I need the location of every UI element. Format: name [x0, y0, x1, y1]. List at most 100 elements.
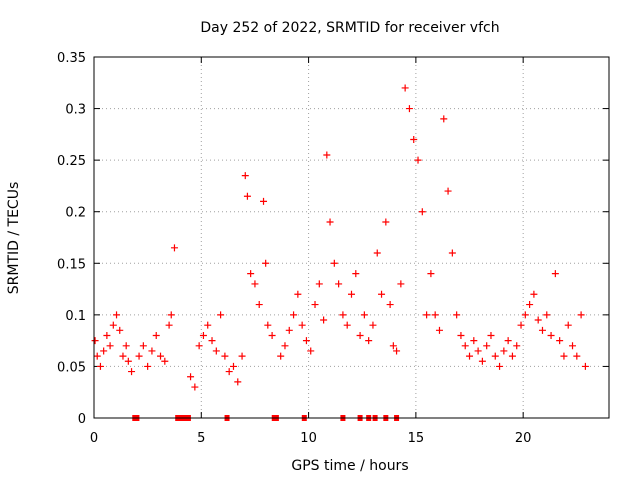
data-point [157, 352, 165, 360]
data-point [260, 197, 268, 205]
data-points [91, 84, 589, 391]
data-point [389, 342, 397, 350]
x-tick-label: 5 [197, 431, 205, 446]
data-point [139, 342, 147, 350]
data-point [410, 136, 418, 144]
data-point [423, 311, 431, 319]
data-point [285, 326, 293, 334]
data-point [352, 270, 360, 278]
data-point [343, 321, 351, 329]
data-point [457, 331, 465, 339]
data-point [513, 342, 521, 350]
data-point [569, 342, 577, 350]
data-point [243, 192, 251, 200]
data-point [128, 368, 136, 376]
data-point [414, 156, 422, 164]
data-point [504, 337, 512, 345]
data-point [294, 290, 302, 298]
x-tick-label: 15 [408, 431, 425, 446]
data-point [435, 326, 443, 334]
data-point [405, 105, 413, 113]
data-point [466, 352, 474, 360]
data-point [281, 342, 289, 350]
data-point [187, 373, 195, 381]
data-point [382, 218, 390, 226]
data-point [326, 218, 334, 226]
y-tick-label: 0.2 [65, 206, 86, 221]
y-axis: 0 0.05 0.1 0.15 0.2 0.25 0.3 0.35 [57, 51, 609, 427]
data-point [577, 311, 585, 319]
grid [94, 57, 609, 418]
data-point [298, 321, 306, 329]
data-point [119, 352, 127, 360]
data-point [315, 280, 323, 288]
data-point [556, 337, 564, 345]
data-point [356, 331, 364, 339]
data-point [106, 342, 114, 350]
data-point [262, 259, 270, 267]
data-point [122, 342, 130, 350]
data-point [339, 311, 347, 319]
data-point [378, 290, 386, 298]
data-point [526, 301, 534, 309]
data-point [238, 352, 246, 360]
data-point [478, 357, 486, 365]
x-axis: 0 5 10 15 20 [90, 57, 531, 446]
data-point [277, 352, 285, 360]
data-point [427, 270, 435, 278]
data-point [208, 337, 216, 345]
data-point [491, 352, 499, 360]
data-point [229, 362, 237, 370]
data-point [483, 342, 491, 350]
data-point [116, 326, 124, 334]
data-point [431, 311, 439, 319]
data-point [564, 321, 572, 329]
data-point [560, 352, 568, 360]
data-point [124, 357, 132, 365]
data-point [221, 352, 229, 360]
data-point [100, 347, 108, 355]
data-point [330, 259, 338, 267]
data-point [165, 321, 173, 329]
y-tick-label: 0 [78, 412, 86, 427]
data-point [109, 321, 117, 329]
data-point [307, 347, 315, 355]
y-tick-label: 0.15 [57, 257, 86, 272]
data-point [500, 347, 508, 355]
data-point [212, 347, 220, 355]
data-point [247, 270, 255, 278]
data-point [225, 368, 233, 376]
data-point [255, 301, 263, 309]
data-point [360, 311, 368, 319]
y-tick-label: 0.35 [57, 51, 86, 66]
data-point [144, 362, 152, 370]
data-point [581, 362, 589, 370]
data-point [448, 249, 456, 257]
data-point [135, 352, 143, 360]
data-point [241, 172, 249, 180]
data-point [521, 311, 529, 319]
data-point [335, 280, 343, 288]
data-point [538, 326, 546, 334]
data-point [311, 301, 319, 309]
data-point [517, 321, 525, 329]
data-point [365, 337, 373, 345]
data-point [369, 321, 377, 329]
data-point [199, 331, 207, 339]
data-point [508, 352, 516, 360]
data-point [93, 352, 101, 360]
data-point [113, 311, 121, 319]
data-point [348, 290, 355, 298]
data-point [204, 321, 212, 329]
data-point [96, 362, 104, 370]
data-point [195, 342, 203, 350]
data-point [534, 316, 542, 324]
data-point [103, 331, 111, 339]
data-point [152, 331, 160, 339]
data-point [418, 208, 426, 216]
y-tick-label: 0.05 [57, 360, 86, 375]
y-axis-label: SRMTID / TECUs [6, 182, 22, 295]
data-point [573, 352, 581, 360]
data-point [302, 337, 310, 345]
